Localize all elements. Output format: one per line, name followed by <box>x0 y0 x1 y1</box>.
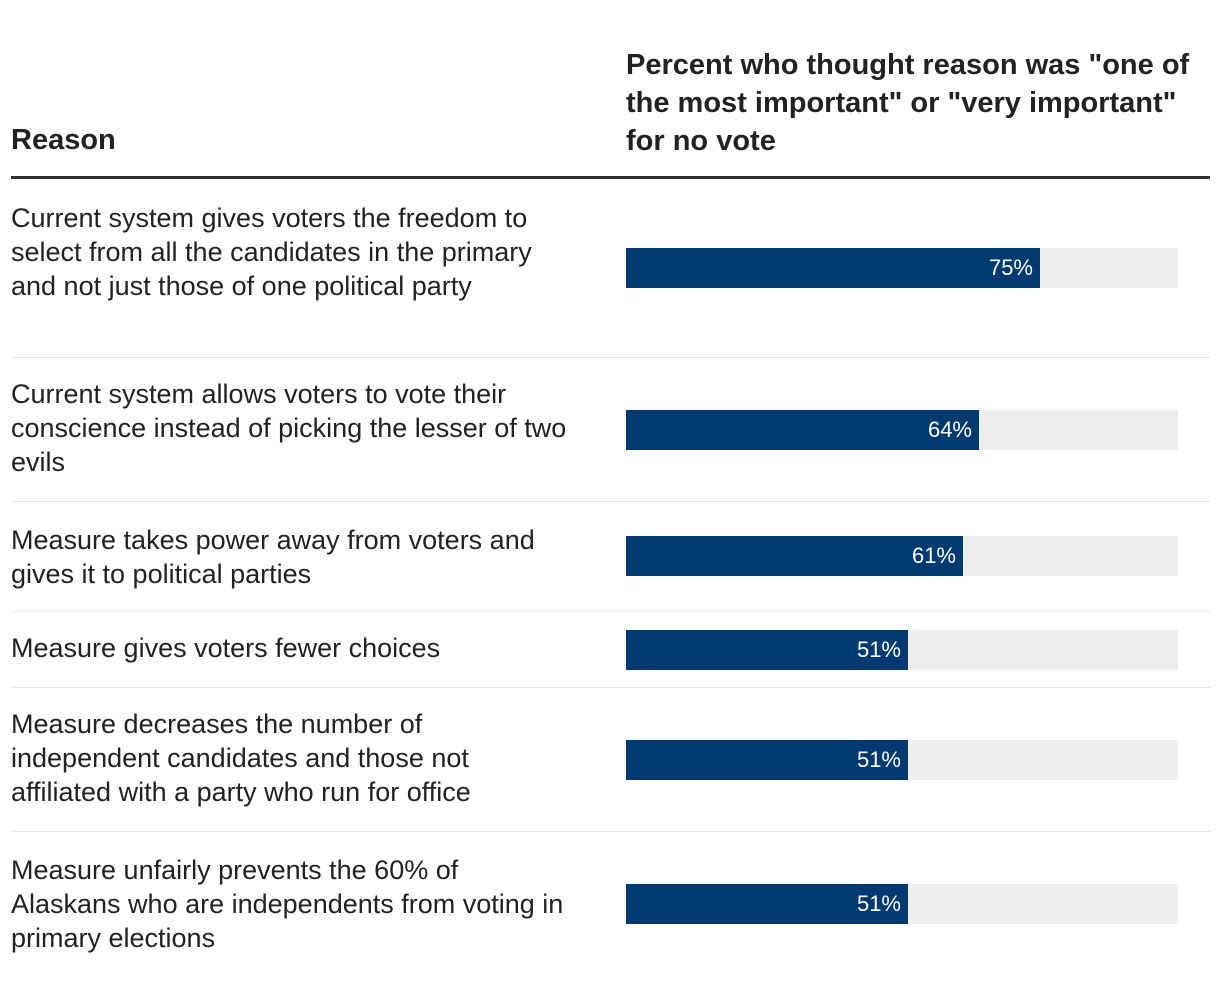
bar-value-label: 51% <box>856 747 901 772</box>
bar-track: 51% <box>626 740 1178 780</box>
bar-value-label: 51% <box>856 637 901 662</box>
bar-track: 61% <box>626 536 1178 576</box>
bar-value-label: 51% <box>856 891 901 916</box>
bar-track: 51% <box>626 630 1178 670</box>
bar-value-label: 75% <box>988 255 1033 280</box>
header-divider <box>11 176 1210 179</box>
bar: 75% <box>626 248 1040 288</box>
reason-label: Current system allows voters to vote the… <box>11 379 567 477</box>
row-divider <box>11 611 1210 612</box>
row-divider <box>11 687 1210 688</box>
bar-track: 51% <box>626 884 1178 924</box>
bar-track: 64% <box>626 410 1178 450</box>
reason-label: Current system gives voters the freedom … <box>11 203 532 301</box>
row-divider <box>11 501 1210 502</box>
reason-label: Measure gives voters fewer choices <box>11 633 441 663</box>
row-divider <box>11 357 1210 358</box>
reason-column-header: Reason <box>11 124 116 156</box>
percent-column-header: Percent who thought reason was "one of t… <box>626 49 1190 157</box>
bar: 51% <box>626 740 908 780</box>
bar: 61% <box>626 536 963 576</box>
reason-label: Measure takes power away from voters and… <box>11 525 535 589</box>
bar-value-label: 61% <box>911 543 956 568</box>
table-header: Reason Percent who thought reason was "o… <box>0 0 1220 180</box>
bar: 51% <box>626 884 908 924</box>
bar-value-label: 64% <box>927 417 972 442</box>
bar-track: 75% <box>626 248 1178 288</box>
reason-label: Measure unfairly prevents the 60% of Ala… <box>11 855 564 953</box>
row-divider <box>11 831 1210 832</box>
bar: 51% <box>626 630 908 670</box>
reason-label: Measure decreases the number of independ… <box>11 709 471 807</box>
bar: 64% <box>626 410 979 450</box>
